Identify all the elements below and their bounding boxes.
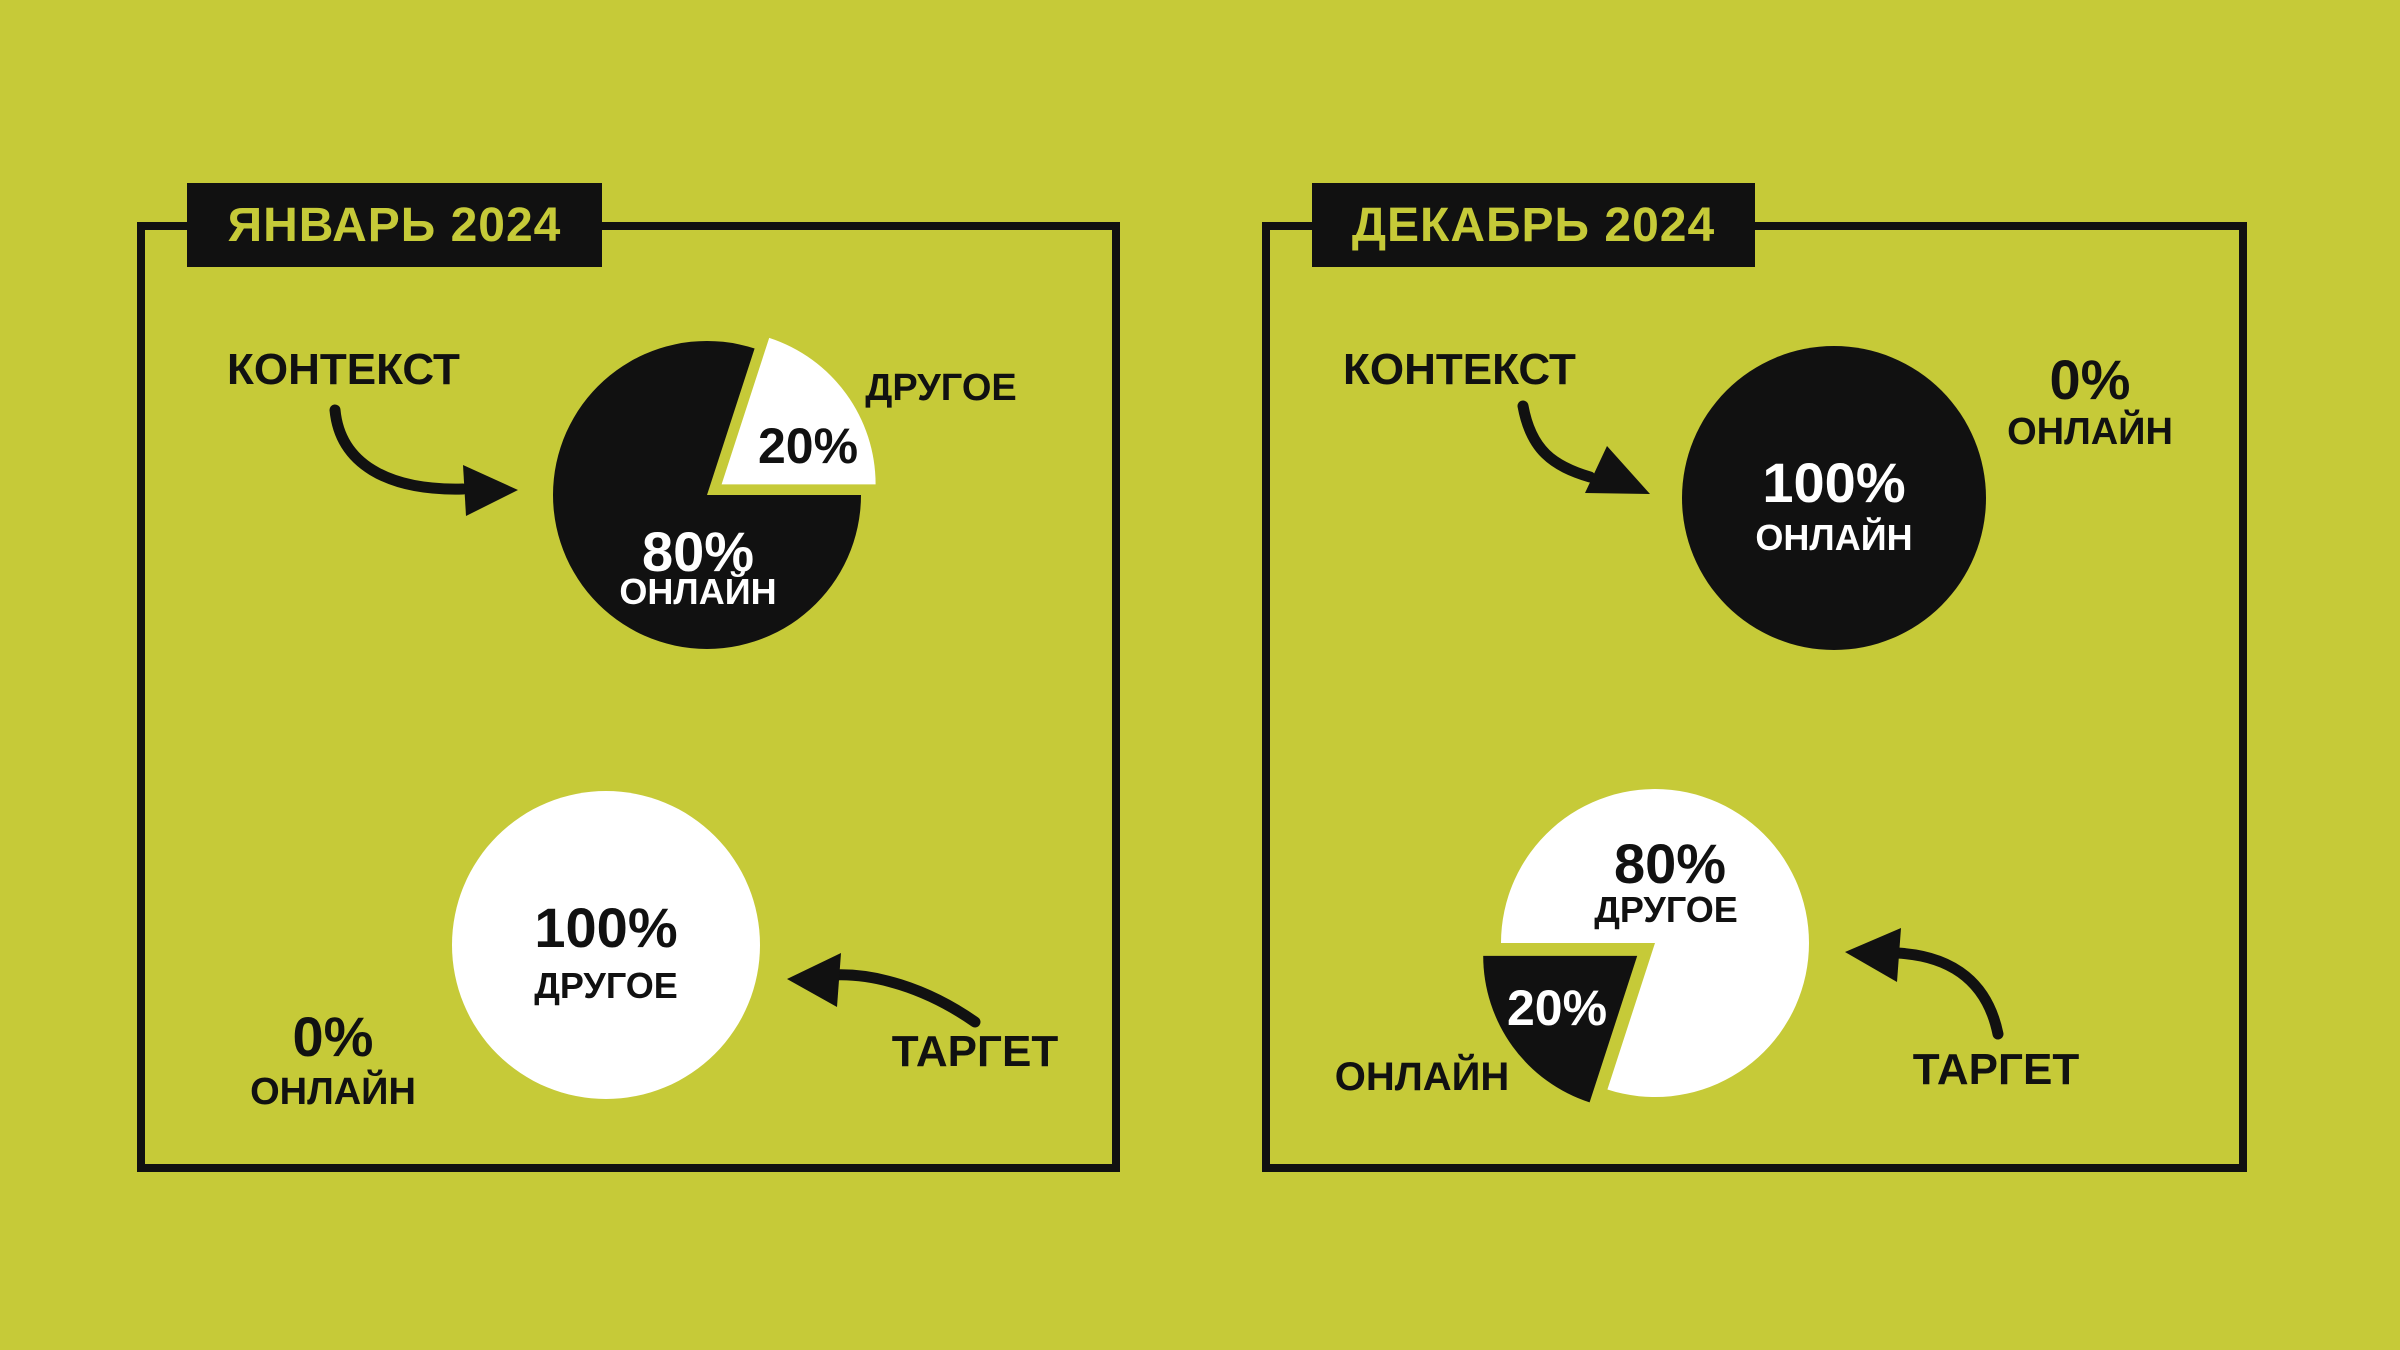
arrow-shaft <box>1891 947 2004 1040</box>
january-target-other-label: ДРУГОЕ <box>534 965 678 1006</box>
pie-slice-online-80 <box>553 340 861 649</box>
january-target-online-pct: 0% <box>292 1005 374 1068</box>
pie-slice-other-20 <box>721 337 876 485</box>
december-target-online-pct: 20% <box>1506 980 1608 1036</box>
pie-december-target <box>1483 789 1809 1103</box>
panel-january-title: ЯНВАРЬ 2024 <box>227 198 562 252</box>
panel-january <box>137 222 1120 1172</box>
december-target-online-label: ОНЛАЙН <box>1334 1055 1510 1099</box>
december-target-label: ТАРГЕТ <box>1912 1045 2080 1094</box>
arrow-head <box>787 953 841 1007</box>
december-context-online-pct: 100% <box>1762 451 1906 514</box>
arrow-head <box>1585 446 1650 494</box>
january-context-online-pct: 80% <box>641 520 755 583</box>
january-context-other-label: ДРУГОЕ <box>865 367 1017 409</box>
panel-december-title: ДЕКАБРЬ 2024 <box>1351 198 1716 252</box>
pie-slice-online-20 <box>1483 955 1638 1103</box>
january-context-online-label: ОНЛАЙН <box>619 571 777 612</box>
arrow-head <box>1845 928 1901 982</box>
arrow-shaft <box>329 404 469 495</box>
january-target-label: ТАРГЕТ <box>891 1027 1059 1076</box>
december-context-label: КОНТЕКСТ <box>1343 345 1576 394</box>
january-context-label: КОНТЕКСТ <box>227 345 460 394</box>
pie-slice-other-80 <box>1501 789 1809 1098</box>
pie-january-target <box>452 791 760 1099</box>
panel-january-title-box: ЯНВАРЬ 2024 <box>187 183 602 267</box>
december-context-arrow-icon <box>1517 400 1650 494</box>
december-context-outside-label: ОНЛАЙН <box>2007 411 2173 453</box>
january-target-arrow-icon <box>787 953 981 1028</box>
panel-december-title-box: ДЕКАБРЬ 2024 <box>1312 183 1755 267</box>
pie-december-context <box>1682 346 1986 650</box>
december-context-online-label: ОНЛАЙН <box>1755 517 1913 558</box>
december-target-other-pct: 80% <box>1613 832 1727 895</box>
december-target-other-label: ДРУГОЕ <box>1594 889 1738 930</box>
january-target-other-pct: 100% <box>534 896 678 959</box>
january-context-other-pct: 20% <box>757 418 859 474</box>
pie-january-context <box>553 337 876 649</box>
december-target-arrow-icon <box>1845 928 2004 1040</box>
arrow-shaft <box>827 969 981 1028</box>
january-context-arrow-icon <box>329 404 518 516</box>
arrow-head <box>463 465 518 516</box>
december-context-outside-pct: 0% <box>2049 348 2131 411</box>
arrow-shaft <box>1517 400 1596 483</box>
january-target-online-label: ОНЛАЙН <box>250 1071 416 1113</box>
